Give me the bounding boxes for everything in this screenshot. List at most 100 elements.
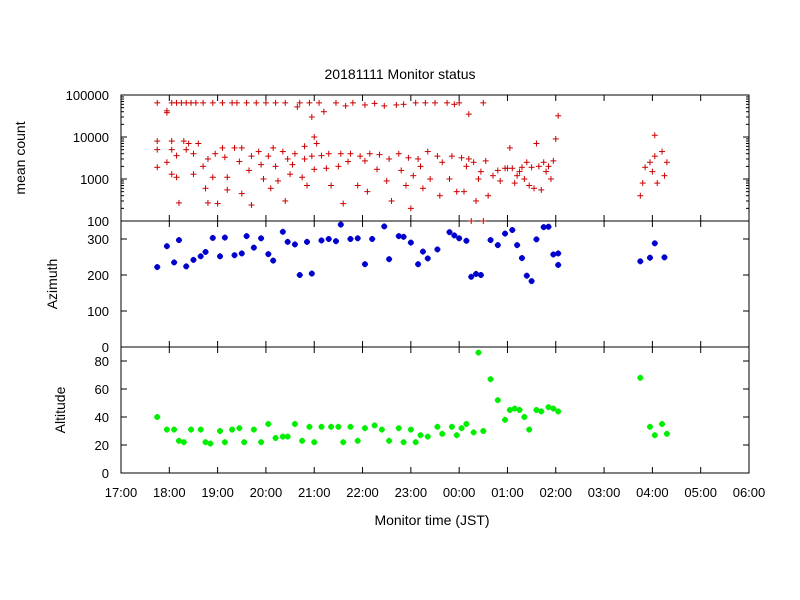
data-point (219, 99, 226, 106)
data-point (381, 223, 388, 230)
data-point (361, 261, 368, 268)
data-point (209, 99, 216, 106)
data-point (511, 405, 518, 412)
data-point (417, 432, 424, 439)
data-point (494, 167, 501, 174)
data-point (224, 186, 231, 193)
data-point (480, 99, 487, 106)
data-point (463, 421, 470, 427)
data-point (284, 433, 291, 440)
data-point (473, 270, 480, 277)
data-point (311, 134, 318, 140)
data-point (202, 439, 209, 446)
data-point (308, 270, 315, 277)
data-point (332, 99, 339, 106)
azimuth-panel-frame (120, 220, 750, 348)
data-point (427, 176, 434, 182)
data-point (303, 182, 310, 189)
data-point (470, 429, 477, 436)
data-point (311, 439, 318, 446)
data-point (456, 235, 463, 242)
y-tick-label: 80 (95, 354, 109, 369)
data-point (502, 230, 509, 237)
data-point (545, 404, 552, 411)
data-point (451, 101, 458, 108)
data-point (393, 101, 400, 108)
data-point (407, 205, 414, 212)
data-point (233, 99, 240, 106)
data-point (400, 439, 407, 446)
data-point (328, 423, 335, 430)
data-point (183, 263, 190, 270)
data-point (318, 152, 325, 159)
data-point (265, 153, 272, 160)
chart-title: 20181111 Monitor status (325, 66, 476, 82)
data-point (354, 182, 361, 189)
data-point (434, 153, 441, 160)
data-point (506, 407, 513, 413)
data-point (487, 376, 494, 383)
data-point (361, 101, 368, 108)
data-point (528, 278, 535, 285)
data-point (531, 185, 538, 192)
data-point (475, 176, 482, 182)
data-point (555, 261, 562, 268)
data-point (526, 426, 533, 433)
data-point (545, 163, 552, 170)
data-point (154, 146, 161, 153)
data-point (347, 150, 354, 157)
data-point (180, 439, 187, 446)
data-point (509, 227, 516, 233)
data-point (311, 166, 318, 173)
data-point (366, 150, 373, 157)
data-point (400, 101, 407, 108)
data-point (337, 150, 344, 157)
data-point (518, 164, 525, 171)
data-point (163, 426, 170, 433)
data-point (219, 144, 226, 151)
data-point (340, 439, 347, 446)
data-point (190, 150, 197, 157)
data-point (451, 232, 458, 239)
data-point (154, 138, 161, 145)
data-point (523, 159, 530, 166)
data-point (250, 426, 257, 433)
data-point (533, 407, 540, 413)
data-point (528, 164, 535, 171)
data-point (415, 261, 422, 268)
data-point (284, 155, 291, 162)
data-point (209, 174, 216, 181)
data-point (494, 242, 501, 249)
data-point (637, 374, 644, 381)
data-point (521, 176, 528, 182)
data-point (509, 165, 516, 172)
data-point (417, 163, 424, 170)
data-point (154, 264, 161, 271)
data-point (659, 421, 666, 427)
data-point (279, 148, 286, 155)
data-point (204, 155, 211, 162)
y-tick-label: 0 (102, 340, 109, 355)
data-point (654, 180, 661, 187)
data-point (236, 158, 243, 165)
data-point (342, 102, 349, 109)
data-point (407, 239, 414, 246)
data-point (521, 414, 528, 420)
data-point (340, 200, 347, 207)
data-point (378, 426, 385, 433)
data-point (439, 159, 446, 166)
data-point (398, 167, 405, 174)
data-point (299, 437, 306, 444)
data-point (456, 99, 463, 106)
data-point (192, 99, 199, 106)
data-point (296, 272, 303, 278)
data-point (364, 188, 371, 195)
data-point (637, 192, 644, 199)
data-point (204, 199, 211, 206)
data-point (320, 108, 327, 115)
data-point (424, 433, 431, 440)
data-point (659, 148, 666, 155)
x-tick-label: 01:00 (491, 485, 524, 500)
data-point (465, 155, 472, 162)
data-point (224, 174, 231, 181)
